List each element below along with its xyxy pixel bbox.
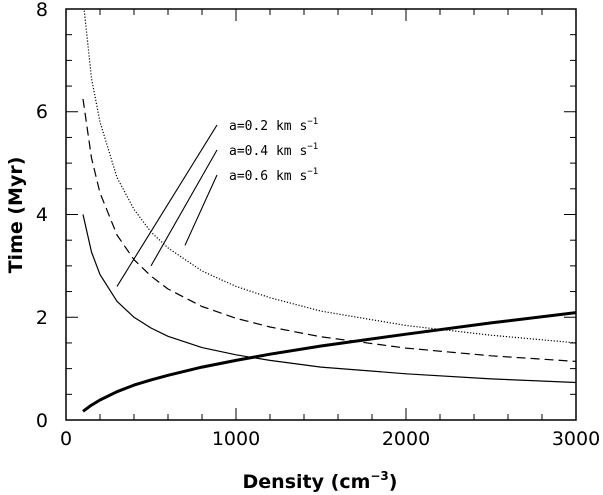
- plot-frame: [65, 8, 577, 421]
- x-tick-label: 3000: [552, 428, 600, 450]
- annotation-pointer-line: [150, 149, 218, 267]
- y-tick-label: 0: [36, 410, 48, 432]
- series-layer: [82, 9, 576, 413]
- x-tick-label: 0: [60, 428, 72, 450]
- x-axis-unit-exponent: −3: [370, 469, 388, 483]
- annotation-text: a=0.2 km s: [229, 119, 307, 134]
- x-tick-label: 2000: [382, 428, 430, 450]
- series-line-4-solid-thick: [82, 311, 576, 413]
- annotation-exponent: −1: [307, 117, 318, 127]
- axis-ticks: [65, 8, 577, 421]
- x-axis-unit: cm: [339, 471, 370, 493]
- annotation-label: a=0.2 km s−1: [229, 117, 318, 134]
- annotation-label: a=0.4 km s−1: [229, 142, 318, 159]
- annotation-exponent: −1: [307, 142, 318, 152]
- series-line-3-solid-thin: [82, 214, 576, 384]
- y-tick-label: 4: [36, 204, 48, 226]
- x-axis-title: Density (cm−3): [243, 469, 398, 493]
- y-tick-label: 6: [36, 101, 48, 123]
- y-tick-label: 8: [36, 0, 48, 21]
- annotation-text: a=0.4 km s: [229, 144, 307, 159]
- series-line-2-dashed: [82, 98, 576, 362]
- x-axis-label: Density: [243, 471, 325, 493]
- annotation-pointer-line: [116, 124, 218, 287]
- x-tick-label: 1000: [212, 428, 260, 450]
- y-tick-labels: 0 2 4 6 8: [36, 0, 48, 432]
- y-tick-label: 2: [36, 307, 48, 329]
- series-line-1-dotted: [83, 9, 576, 344]
- annotation-label: a=0.6 km s−1: [229, 167, 318, 184]
- annotation-labels: a=0.2 km s−1 a=0.4 km s−1 a=0.6 km s−1: [229, 117, 318, 184]
- annotation-pointer-line: [184, 174, 218, 246]
- annotation-text: a=0.6 km s: [229, 169, 307, 184]
- y-axis-title: Time (Myr): [5, 157, 27, 274]
- x-tick-labels: 0 1000 2000 3000: [60, 428, 600, 450]
- annotation-exponent: −1: [307, 167, 318, 177]
- annotation-pointers: [116, 124, 218, 287]
